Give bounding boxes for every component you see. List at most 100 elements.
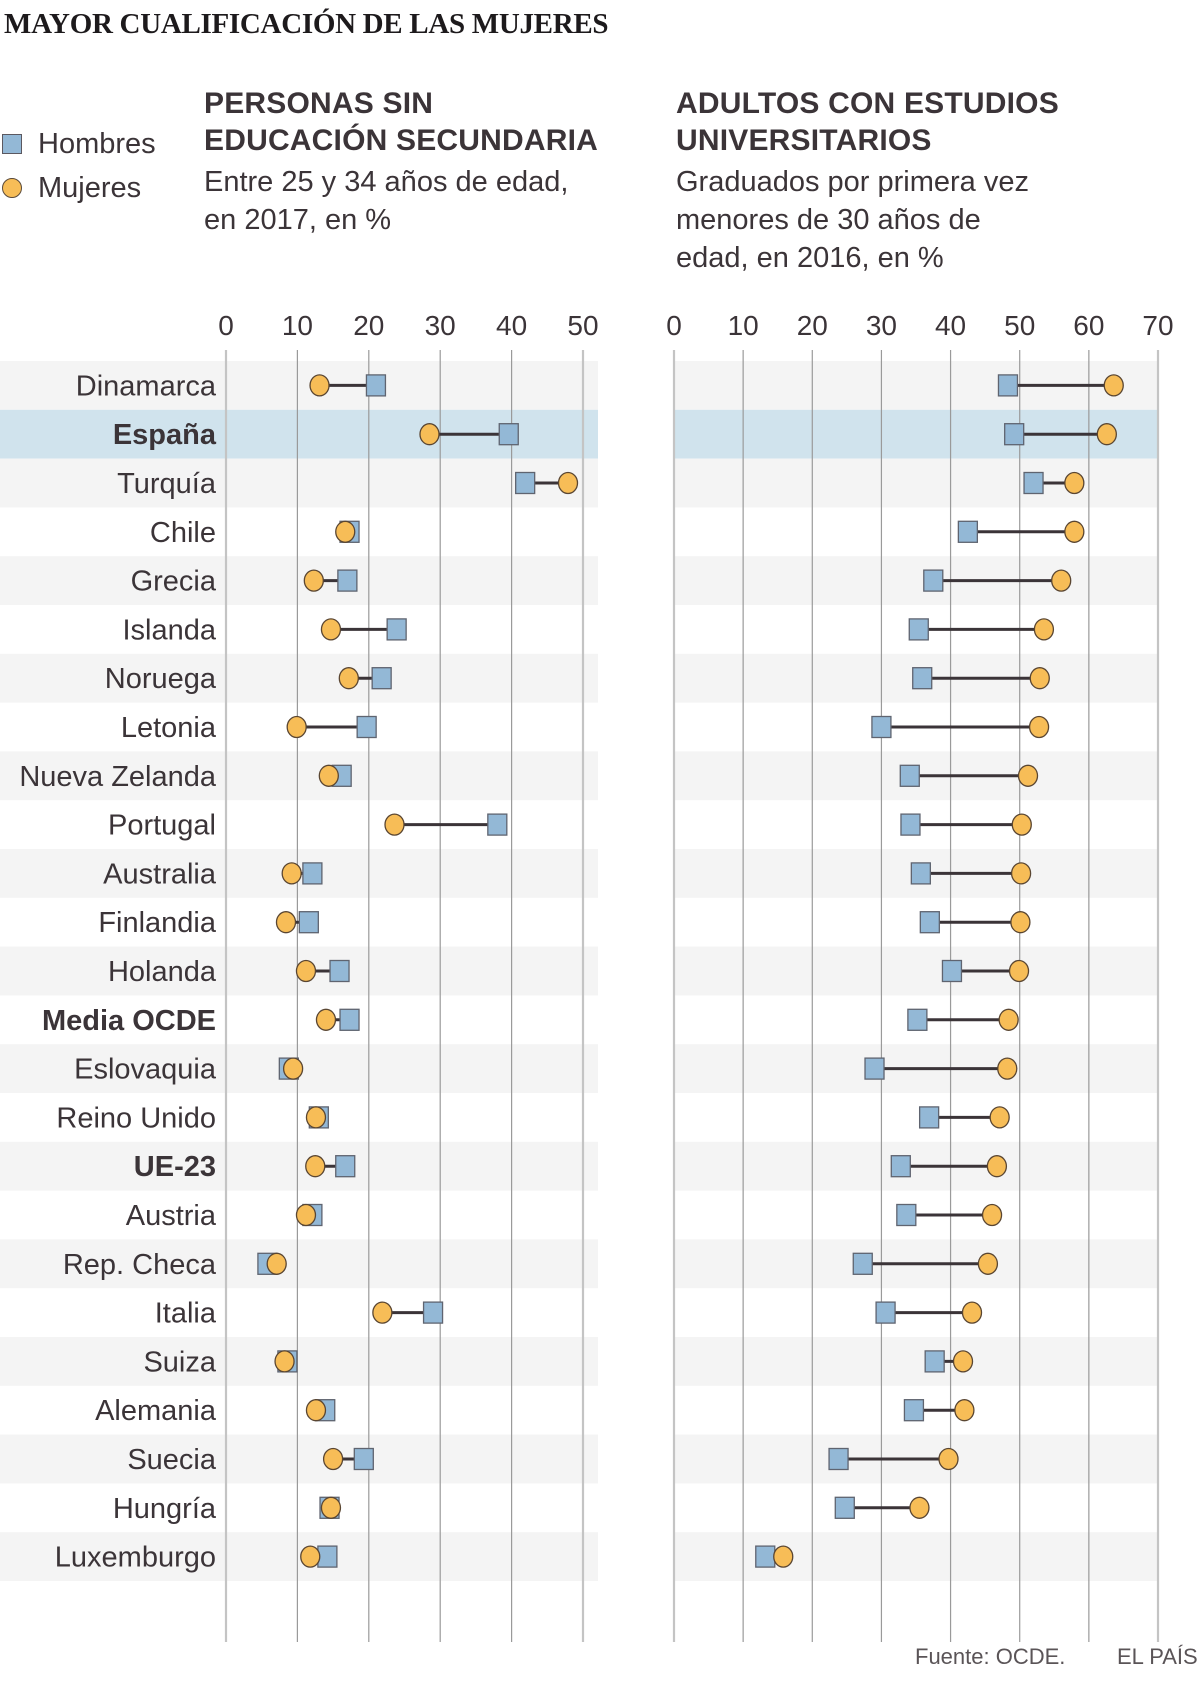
row-label: España: [113, 419, 217, 451]
legend-item-hombres: Hombres: [2, 122, 156, 166]
square-marker-icon: [2, 134, 22, 154]
hombres-marker: [386, 618, 407, 641]
hombres-marker: [317, 1545, 338, 1568]
row-label: Italia: [155, 1298, 217, 1330]
mujeres-marker: [295, 959, 317, 983]
row-label: Rep. Checa: [63, 1249, 217, 1281]
row-label: Alemania: [95, 1395, 217, 1427]
hombres-marker: [371, 667, 392, 690]
row-label: Noruega: [105, 663, 217, 695]
mujeres-marker: [952, 1350, 974, 1373]
mujeres-marker: [305, 1155, 326, 1178]
hombres-marker: [1004, 423, 1025, 446]
row-stripe: [0, 458, 598, 508]
panel-title-line: PERSONAS SIN: [204, 87, 434, 120]
mujeres-marker: [309, 374, 330, 397]
mujeres-marker: [1033, 618, 1055, 641]
row-stripe: [0, 653, 598, 703]
mujeres-marker: [1103, 374, 1124, 397]
mujeres-marker: [909, 1496, 930, 1519]
tick-label: 60: [1073, 310, 1104, 341]
tick-label: 10: [728, 310, 759, 341]
hombres-marker: [356, 715, 377, 739]
hombres-marker: [907, 1008, 928, 1031]
row-label: Islanda: [122, 614, 216, 646]
mujeres-marker: [372, 1301, 393, 1324]
row-label: Nueva Zelanda: [19, 761, 217, 793]
hombres-marker: [908, 618, 929, 641]
row-stripe: [0, 751, 598, 801]
panel-title-line: UNIVERSITARIOS: [676, 124, 932, 157]
mujeres-marker: [1064, 520, 1085, 543]
mujeres-marker: [275, 911, 297, 934]
mujeres-marker: [1028, 715, 1050, 739]
row-label: Luxemburgo: [55, 1542, 216, 1574]
row-label: Turquía: [117, 468, 217, 500]
mujeres-marker: [1051, 569, 1072, 592]
tick-label: 50: [567, 310, 598, 341]
mujeres-marker: [557, 471, 579, 495]
tick-labels: 0 10 20 30 40 50 0 10 20 30 40 50 60 70: [218, 310, 1173, 341]
chart-title: MAYOR CUALIFICACIÓN DE LAS MUJERES: [4, 8, 609, 40]
hombres-marker: [957, 520, 979, 543]
row-label: Media OCDE: [42, 1005, 216, 1037]
mujeres-marker: [305, 1399, 327, 1422]
mujeres-marker: [384, 813, 405, 836]
row-label: Holanda: [108, 956, 217, 988]
row-label: UE-23: [134, 1151, 216, 1183]
row-stripe: [674, 1532, 1158, 1581]
hombres-marker: [900, 813, 921, 836]
mujeres-marker: [1064, 471, 1085, 495]
hombres-marker: [941, 959, 963, 983]
row-label: Letonia: [121, 712, 217, 744]
row-label: Dinamarca: [76, 370, 217, 402]
hombres-marker: [910, 862, 931, 885]
mujeres-marker: [977, 1252, 999, 1275]
mujeres-marker: [335, 520, 356, 543]
hombres-marker: [515, 471, 536, 495]
mujeres-marker: [773, 1545, 794, 1568]
legend-label: Mujeres: [38, 171, 142, 204]
tick-label: 10: [282, 310, 313, 341]
hombres-marker: [329, 959, 350, 983]
hombres-marker: [422, 1301, 444, 1324]
hombres-marker: [924, 1350, 945, 1373]
panel-subtitle-line: en 2017, en %: [204, 204, 392, 236]
mujeres-marker: [315, 1008, 337, 1031]
tick-label: 20: [353, 310, 384, 341]
hombres-marker: [923, 569, 944, 592]
mujeres-marker: [998, 1008, 1019, 1031]
tick-label: 70: [1142, 310, 1173, 341]
brand-credit: EL PAÍS: [1117, 1644, 1198, 1669]
tick-label: 30: [425, 310, 456, 341]
panel-subtitle-line: Entre 25 y 34 años de edad,: [204, 166, 569, 198]
gridlines: [224, 350, 1160, 1642]
mujeres-marker: [1011, 813, 1032, 836]
mujeres-marker: [419, 423, 440, 446]
panel-header-left: PERSONAS SIN EDUCACIÓN SECUNDARIA Entre …: [204, 85, 644, 239]
mujeres-marker: [300, 1545, 321, 1568]
hombres-marker: [903, 1399, 925, 1422]
row-label: Grecia: [131, 566, 217, 598]
mujeres-marker: [295, 1203, 317, 1227]
mujeres-marker: [986, 1155, 1008, 1178]
hombres-marker: [896, 1203, 917, 1227]
data-marks: [257, 374, 1124, 1568]
mujeres-marker: [997, 1057, 1018, 1080]
row-label: Suecia: [127, 1444, 217, 1476]
hombres-marker: [997, 374, 1019, 397]
row-stripe: [0, 1337, 598, 1386]
row-stripe: [674, 458, 1158, 508]
hombres-marker: [755, 1545, 776, 1568]
mujeres-marker: [322, 1447, 344, 1471]
hombres-marker: [871, 715, 892, 739]
row-stripe: [0, 1532, 598, 1581]
hombres-marker: [302, 862, 323, 885]
panel-title: ADULTOS CON ESTUDIOS UNIVERSITARIOS: [676, 85, 1096, 159]
hombres-marker: [339, 1008, 360, 1031]
panel-subtitle-line: edad, en 2016, en %: [676, 242, 944, 274]
row-stripe: [674, 556, 1158, 605]
row-label: Finlandia: [98, 907, 217, 939]
row-label: Reino Unido: [56, 1102, 216, 1134]
